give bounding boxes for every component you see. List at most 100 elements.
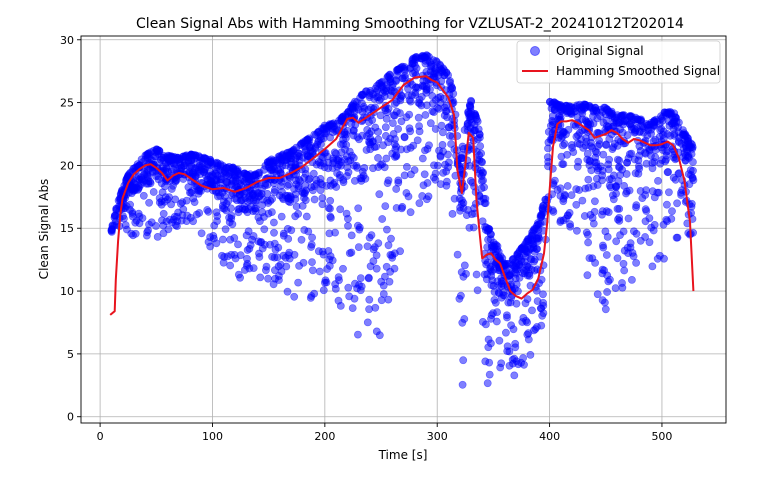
scatter-point <box>623 158 631 167</box>
scatter-point <box>153 232 162 241</box>
scatter-point <box>477 172 486 180</box>
scatter-point <box>423 145 432 153</box>
scatter-point <box>282 262 291 271</box>
scatter-point <box>281 253 290 262</box>
scatter-point <box>593 174 601 183</box>
scatter-point <box>270 188 279 196</box>
scatter-point <box>460 261 469 270</box>
scatter-point <box>142 179 151 188</box>
scatter-point <box>657 115 666 123</box>
scatter-point <box>381 131 390 140</box>
scatter-point <box>219 162 228 170</box>
scatter-point <box>265 156 274 165</box>
scatter-point <box>315 267 324 276</box>
scatter-point <box>365 89 374 97</box>
scatter-point <box>355 135 363 144</box>
scatter-point <box>253 189 262 197</box>
scatter-point <box>128 212 137 221</box>
scatter-point <box>563 182 572 190</box>
scatter-point <box>559 141 567 150</box>
scatter-point <box>611 182 620 191</box>
scatter-point <box>599 243 608 252</box>
scatter-point <box>489 309 497 317</box>
scatter-point <box>509 325 518 334</box>
scatter-point <box>402 162 411 171</box>
scatter-point <box>458 380 467 389</box>
scatter-point <box>421 111 430 119</box>
scatter-point <box>374 153 382 162</box>
scatter-point <box>566 222 575 231</box>
scatter-point <box>668 207 676 216</box>
scatter-point <box>356 274 365 282</box>
scatter-point <box>374 239 383 248</box>
scatter-point <box>294 278 302 287</box>
scatter-point <box>478 317 487 326</box>
scatter-point <box>580 100 588 109</box>
scatter-point <box>645 238 654 247</box>
scatter-point <box>592 162 601 171</box>
scatter-point <box>372 251 381 260</box>
scatter-point <box>256 273 265 282</box>
scatter-point <box>406 170 415 179</box>
scatter-point <box>457 199 466 208</box>
scatter-point <box>528 306 536 315</box>
scatter-point <box>415 122 423 130</box>
scatter-point <box>171 221 180 229</box>
scatter-point <box>495 336 504 345</box>
scatter-point <box>382 262 391 271</box>
scatter-point <box>344 283 353 292</box>
scatter-point <box>326 196 335 205</box>
scatter-point <box>511 343 520 352</box>
scatter-point <box>256 238 265 247</box>
scatter-point <box>349 153 358 162</box>
scatter-point <box>619 227 628 236</box>
scatter-point <box>348 304 357 312</box>
scatter-point <box>494 281 503 290</box>
scatter-point <box>228 220 237 229</box>
scatter-point <box>622 170 631 178</box>
scatter-point <box>557 134 566 143</box>
scatter-point <box>318 200 327 209</box>
scatter-point <box>162 159 170 168</box>
scatter-point <box>457 268 466 277</box>
scatter-point <box>559 216 568 225</box>
scatter-point <box>227 164 236 172</box>
scatter-point <box>578 196 587 205</box>
scatter-point <box>307 292 316 300</box>
scatter-point <box>649 137 658 146</box>
scatter-point <box>232 174 241 183</box>
scatter-point <box>415 99 424 108</box>
scatter-point <box>218 235 227 244</box>
scatter-point <box>219 258 228 267</box>
scatter-point <box>604 160 613 169</box>
scatter-point <box>426 119 435 128</box>
scatter-point <box>557 106 566 114</box>
scatter-point <box>415 199 424 208</box>
scatter-point <box>378 215 387 223</box>
scatter-point <box>503 342 512 351</box>
scatter-point <box>472 270 481 279</box>
scatter-point <box>370 143 379 151</box>
scatter-point <box>255 168 264 177</box>
scatter-point <box>184 183 193 192</box>
scatter-point <box>291 160 300 169</box>
scatter-point <box>406 208 415 217</box>
scatter-point <box>308 258 316 266</box>
scatter-point <box>294 184 303 193</box>
scatter-point <box>433 161 442 170</box>
scatter-point <box>573 162 582 171</box>
scatter-point <box>375 190 384 199</box>
scatter-point <box>178 198 187 207</box>
scatter-point <box>397 91 406 100</box>
scatter-point <box>386 250 395 259</box>
scatter-point <box>147 218 156 227</box>
scatter-point <box>268 166 276 174</box>
x-tick-label: 200 <box>314 430 335 443</box>
scatter-point <box>203 206 212 214</box>
scatter-point <box>309 186 317 195</box>
y-tick-label: 15 <box>60 222 74 235</box>
scatter-point <box>620 266 629 275</box>
scatter-point <box>308 266 317 275</box>
scatter-point <box>547 104 556 113</box>
